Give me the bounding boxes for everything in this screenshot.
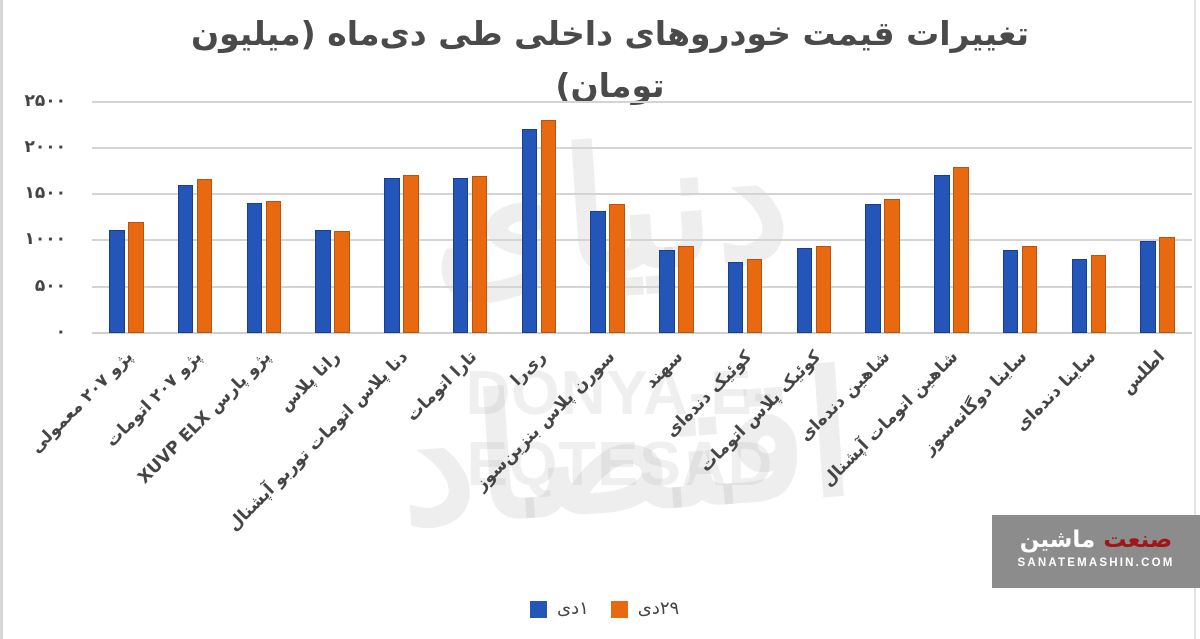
bar-day1 — [315, 229, 331, 333]
bar-day29 — [128, 222, 144, 333]
bar-day1 — [1071, 259, 1088, 333]
legend-label-day1: ۱دی — [557, 598, 589, 619]
bar-day1 — [934, 175, 950, 333]
legend-label-day29: ۲۹دی — [637, 598, 680, 619]
logo-wordmark-fa: صنعت ماشین — [992, 525, 1200, 555]
bar-day29 — [815, 246, 832, 333]
logo-url: SANATEMASHIN.COM — [1017, 557, 1175, 569]
gridline — [92, 100, 1192, 103]
bar-day29 — [678, 246, 694, 333]
bar-day29 — [334, 231, 350, 333]
y-tick-label: ۲۵۰۰ — [24, 90, 66, 111]
bar-day1 — [246, 202, 263, 333]
bar-day1 — [521, 128, 538, 333]
legend: ۱دی ۲۹دی — [530, 596, 701, 622]
bar-day1 — [1140, 240, 1156, 333]
image-border-right — [1194, 0, 1196, 639]
legend-swatch-day29 — [610, 600, 628, 618]
bar-day1 — [109, 230, 125, 333]
bar-day29 — [540, 119, 557, 333]
bar-day1 — [177, 185, 194, 333]
gridline — [92, 193, 1192, 196]
bar-day1 — [796, 248, 813, 333]
sanatemashin-logo-badge: صنعت ماشین SANATEMASHIN.COM — [992, 515, 1200, 588]
bar-day29 — [609, 203, 625, 333]
bar-day29 — [746, 259, 763, 333]
y-tick-label: ۵۰۰ — [34, 275, 66, 296]
bar-day1 — [727, 261, 744, 333]
bar-day29 — [1090, 255, 1107, 333]
legend-swatch-day1 — [530, 600, 547, 618]
bar-day1 — [590, 211, 606, 333]
image-border-left — [0, 0, 3, 639]
bar-day29 — [884, 199, 900, 333]
x-axis-baseline — [92, 331, 1192, 334]
gridline — [92, 285, 1192, 288]
y-tick-label: ۲۰۰۰ — [24, 136, 66, 157]
bar-day1 — [659, 249, 675, 333]
bar-day29 — [265, 200, 282, 333]
bar-day29 — [471, 175, 488, 333]
y-tick-label: ۱۰۰۰ — [24, 229, 66, 250]
bar-day29 — [1159, 236, 1175, 333]
bar-day29 — [953, 166, 969, 333]
bar-day29 — [403, 175, 419, 333]
chart-title: تغییرات قیمت خودروهای داخلی طی دی‌ماه (م… — [190, 14, 1030, 105]
y-tick-label: ۱۵۰۰ — [24, 183, 66, 204]
legend-item-day29: ۲۹دی — [610, 598, 680, 620]
bar-day1 — [384, 177, 400, 333]
gridline — [92, 146, 1192, 149]
logo-word-mashin: ماشین — [1019, 527, 1096, 553]
y-tick-label: ۰ — [55, 321, 66, 342]
logo-word-sanat: صنعت — [1103, 527, 1173, 553]
gridline — [92, 239, 1192, 242]
legend-item-day1: ۱دی — [530, 598, 589, 620]
bar-day1 — [452, 177, 469, 333]
bar-day1 — [865, 203, 881, 333]
bar-day29 — [196, 178, 213, 333]
bar-day1 — [1002, 249, 1019, 333]
bar-day29 — [1021, 246, 1038, 333]
plot-area — [92, 101, 1192, 333]
